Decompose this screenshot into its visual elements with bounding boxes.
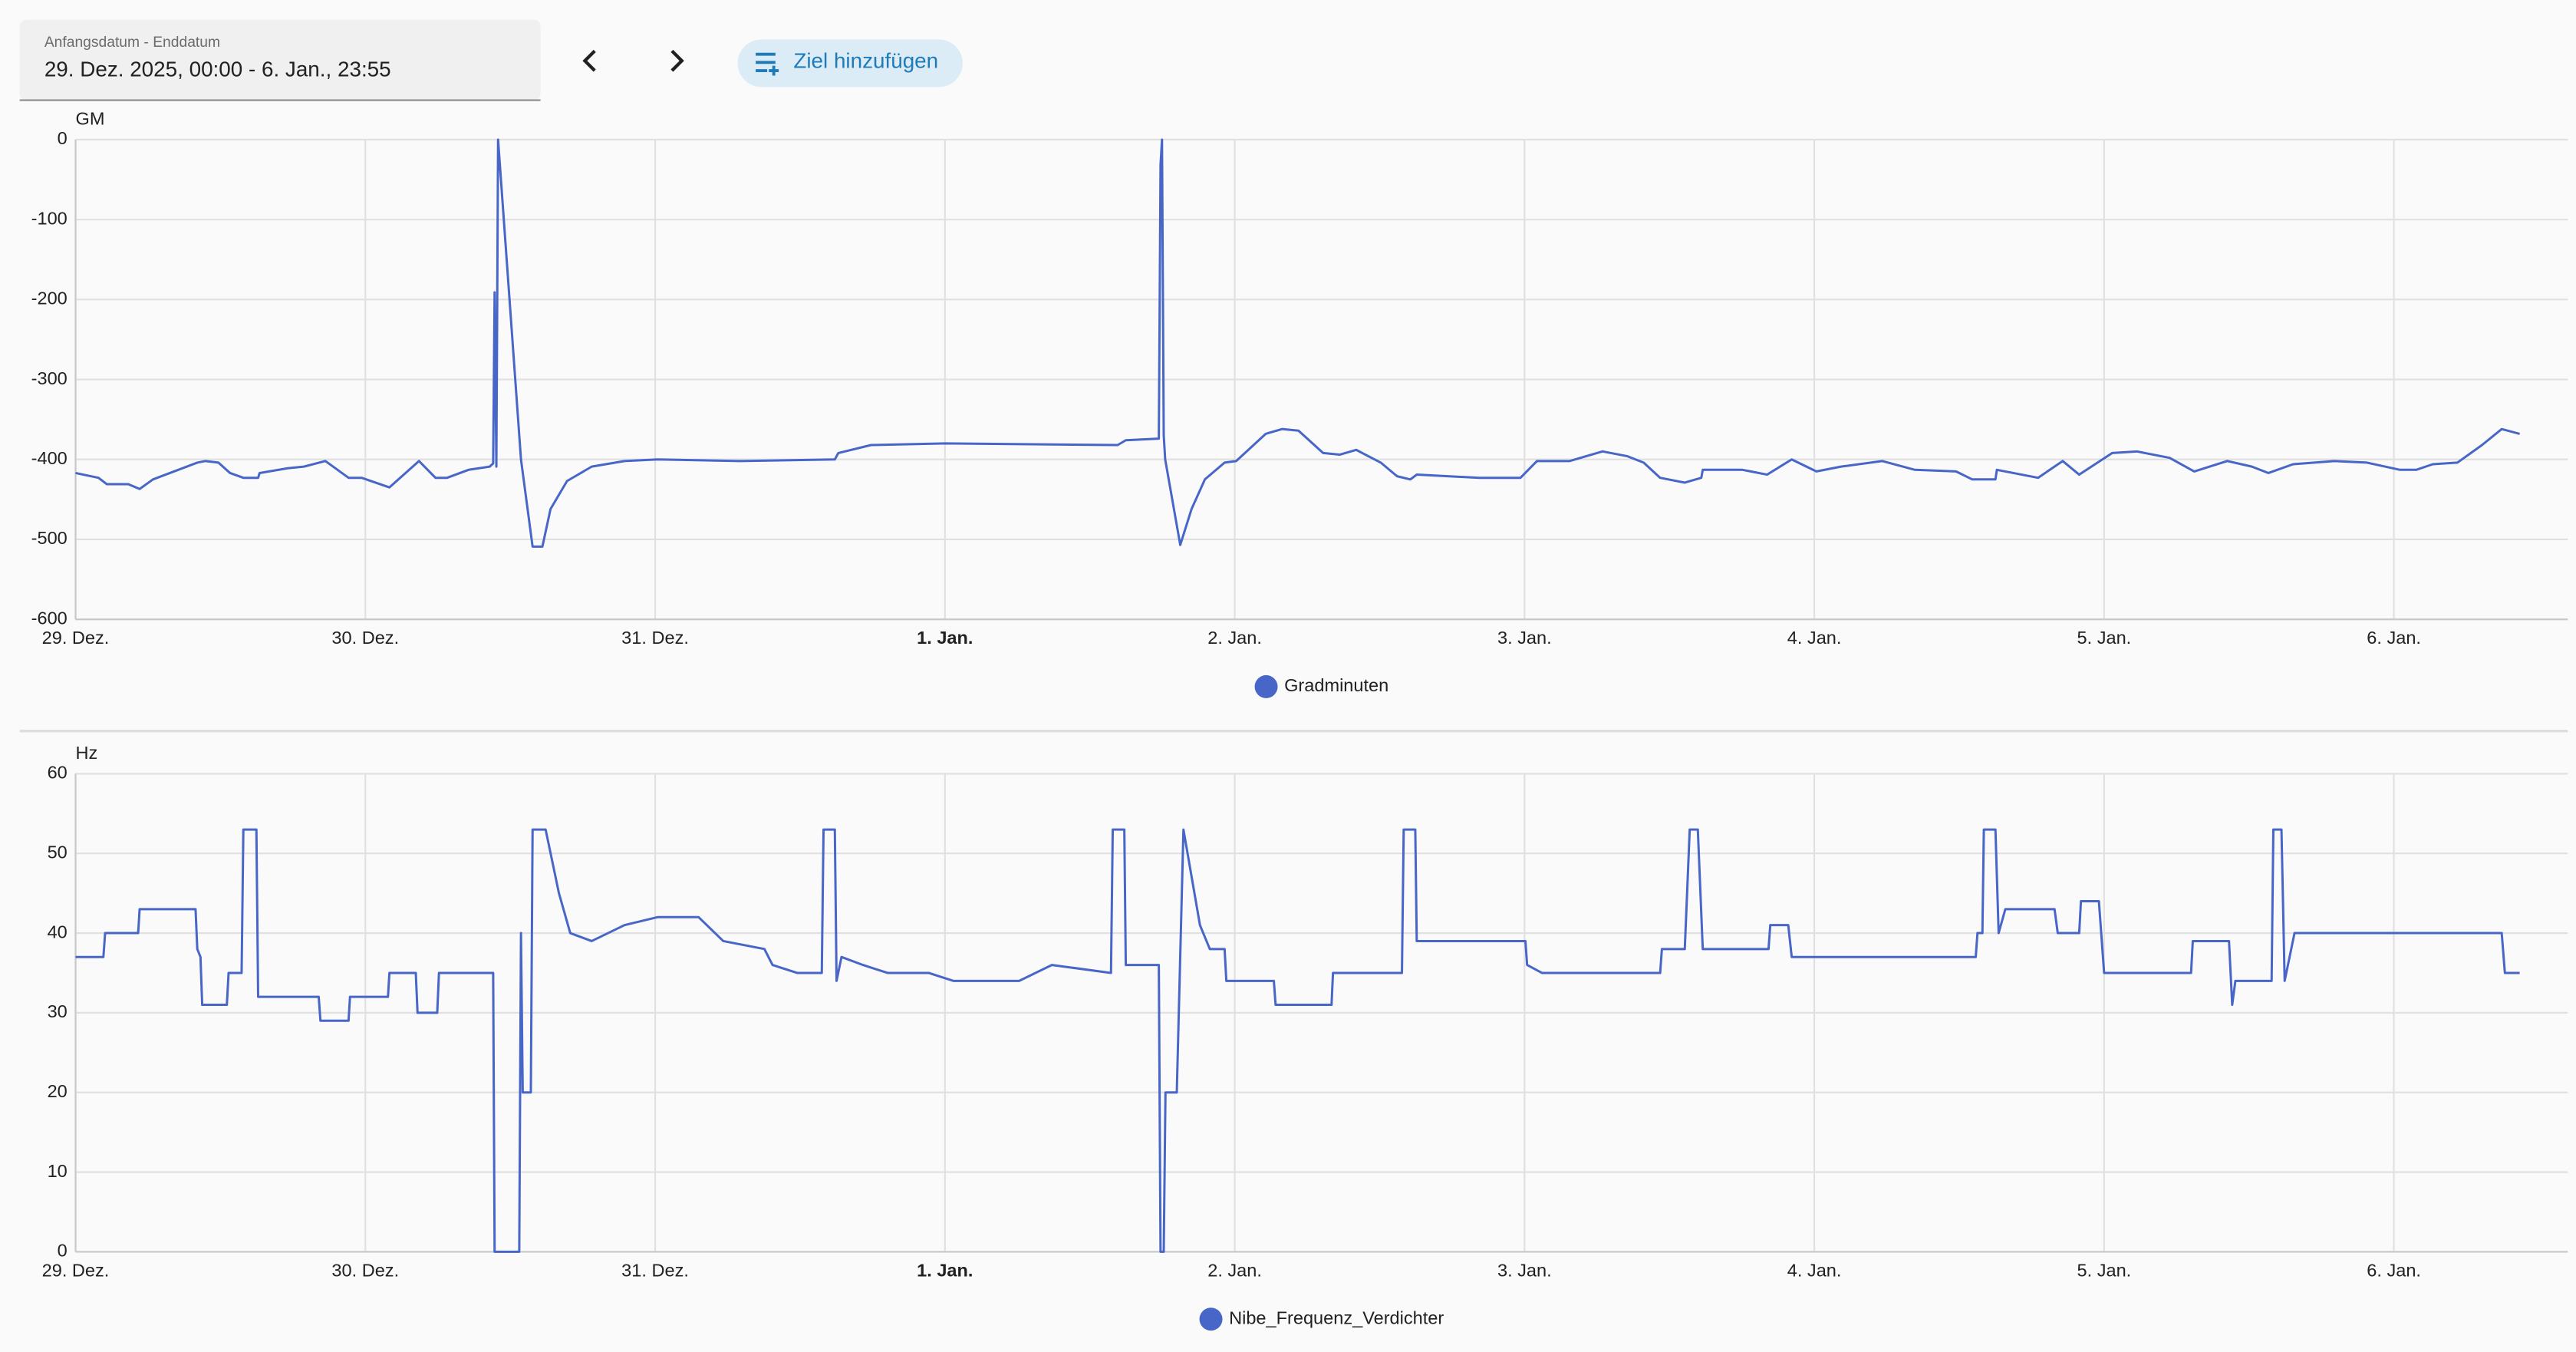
- x-tick-label: 30. Dez.: [331, 628, 399, 648]
- x-tick-label: 2. Jan.: [1207, 1260, 1262, 1280]
- date-field[interactable]: [19, 19, 541, 101]
- y-tick-label: -600: [31, 608, 68, 628]
- x-tick-label: 1. Jan.: [917, 628, 973, 648]
- previous-button[interactable]: [582, 49, 596, 72]
- button-icon: [756, 52, 779, 76]
- x-tick-label: 6. Jan.: [2367, 628, 2421, 648]
- button-background[interactable]: [737, 39, 963, 87]
- x-tick-label: 31. Dez.: [621, 1260, 689, 1280]
- date-field-label: Anfangsdatum - Enddatum: [44, 35, 220, 51]
- x-tick-label: 1. Jan.: [917, 1260, 973, 1280]
- y-tick-label: 30: [48, 1001, 68, 1021]
- date-field-value: 29. Dez. 2025, 00:00 - 6. Jan., 23:55: [44, 57, 391, 81]
- y-tick-label: -300: [31, 368, 68, 388]
- date-range-picker[interactable]: Anfangsdatum - Enddatum 29. Dez. 2025, 0…: [19, 19, 541, 101]
- x-tick-label: 29. Dez.: [42, 1260, 110, 1280]
- button-label[interactable]: Ziel hinzufügen: [793, 49, 938, 73]
- x-tick-label: 5. Jan.: [2077, 1260, 2132, 1280]
- x-tick-label: 6. Jan.: [2367, 1260, 2421, 1280]
- y-tick-label: 50: [48, 842, 68, 862]
- x-tick-label: 29. Dez.: [42, 628, 110, 648]
- legend-label: Nibe_Frequenz_Verdichter: [1229, 1307, 1444, 1327]
- y-tick-label: -100: [31, 208, 68, 228]
- y-axis-unit: GM: [76, 109, 105, 129]
- x-tick-label: 2. Jan.: [1207, 628, 1262, 648]
- x-tick-label: 4. Jan.: [1787, 1260, 1842, 1280]
- y-tick-label: -200: [31, 289, 68, 308]
- next-button[interactable]: [670, 49, 684, 72]
- y-tick-label: 40: [48, 922, 68, 941]
- y-tick-label: 60: [48, 763, 68, 783]
- y-tick-label: 10: [48, 1161, 68, 1181]
- y-tick-label: -500: [31, 528, 68, 548]
- x-tick-label: 4. Jan.: [1787, 628, 1842, 648]
- legend-item[interactable]: Nibe_Frequenz_Verdichter: [1199, 1307, 1444, 1331]
- x-tick-label: 30. Dez.: [331, 1260, 399, 1280]
- x-tick-label: 3. Jan.: [1497, 628, 1552, 648]
- legend-marker: [1254, 674, 1278, 698]
- x-tick-label: 31. Dez.: [621, 628, 689, 648]
- add-target-button[interactable]: Ziel hinzufügen: [737, 39, 963, 87]
- y-axis-unit: Hz: [76, 743, 98, 763]
- x-tick-label: 5. Jan.: [2077, 628, 2132, 648]
- series-line: [75, 138, 2520, 548]
- legend-marker: [1199, 1307, 1223, 1331]
- y-tick-label: 20: [48, 1081, 68, 1101]
- x-tick-label: 3. Jan.: [1497, 1260, 1552, 1280]
- series-line: [75, 828, 2520, 1253]
- y-tick-label: 0: [58, 128, 68, 148]
- legend-item[interactable]: Gradminuten: [1254, 674, 1389, 698]
- legend-label: Gradminuten: [1284, 675, 1388, 695]
- y-tick-label: -400: [31, 448, 68, 468]
- y-tick-label: 0: [58, 1241, 68, 1261]
